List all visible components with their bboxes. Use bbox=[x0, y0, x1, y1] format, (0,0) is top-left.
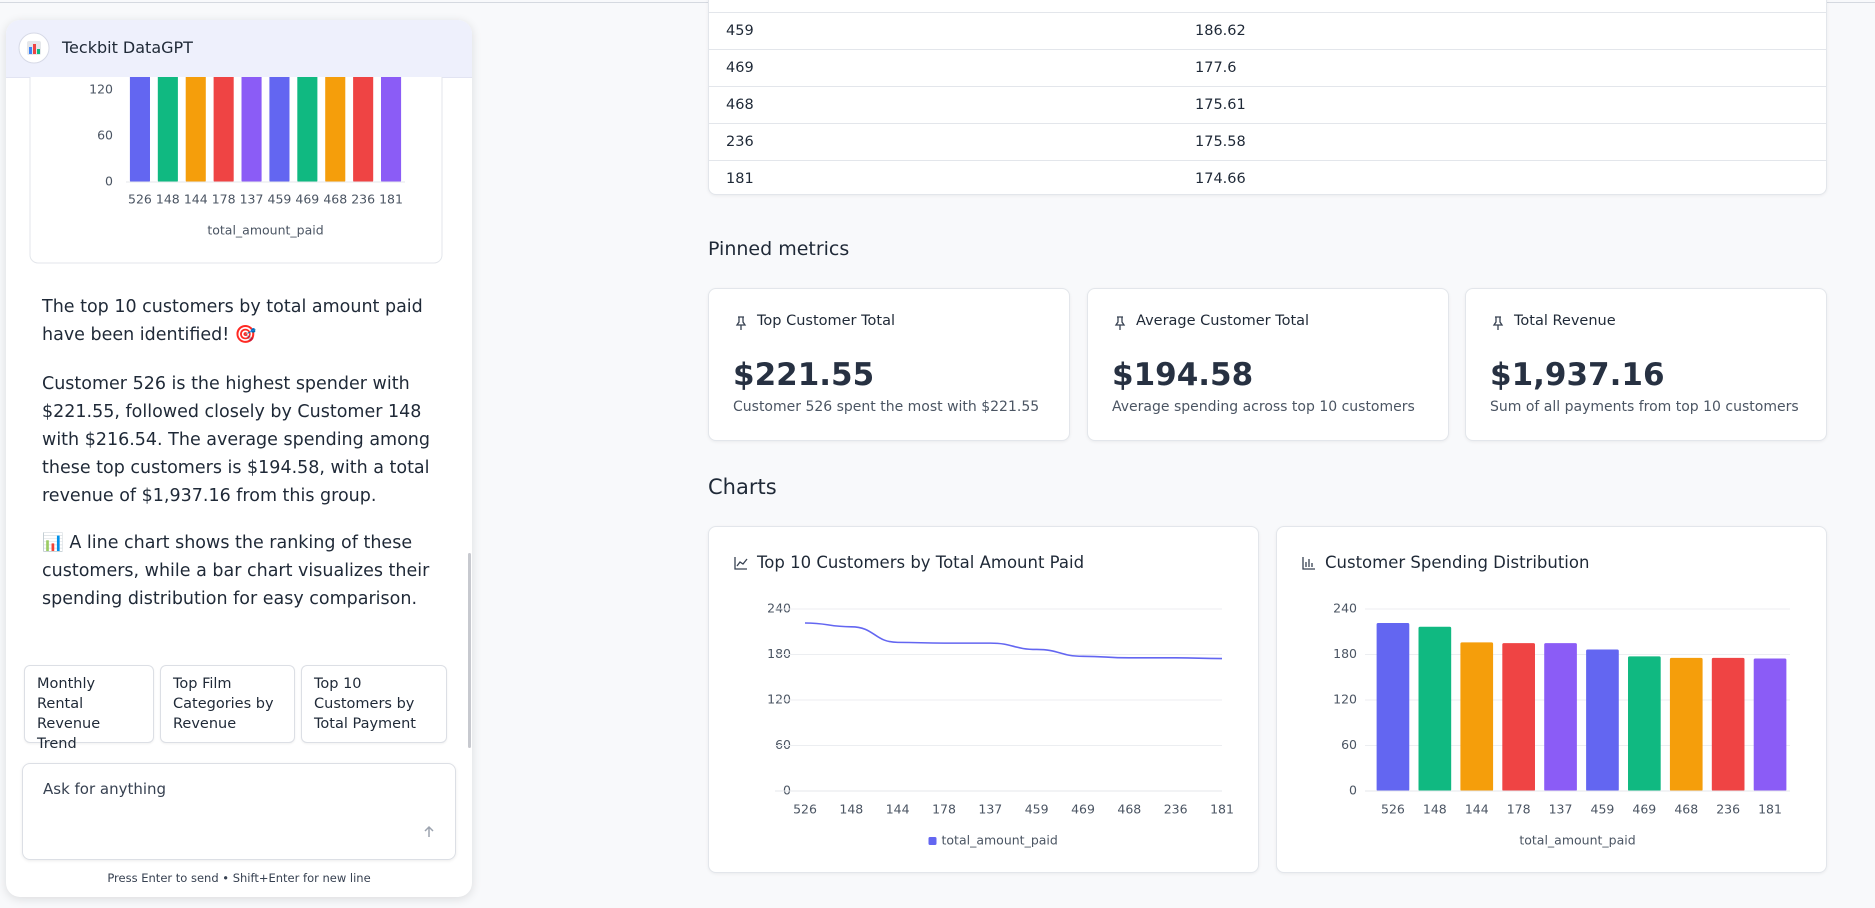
metric-title: Average Customer Total bbox=[1136, 313, 1310, 329]
pin-icon bbox=[1492, 316, 1504, 330]
bar bbox=[213, 77, 234, 182]
metric-value: $194.58 bbox=[1112, 357, 1254, 393]
metric-description: Average spending across top 10 customers bbox=[1112, 399, 1415, 415]
chat-input[interactable]: Ask for anything bbox=[22, 763, 456, 860]
x-tick-label: 236 bbox=[351, 192, 375, 207]
x-axis-label: total_amount_paid bbox=[207, 223, 323, 238]
chat-messages: 0 60 120 526 148 144 178 137 459 469 468 236 181 tota… bbox=[6, 77, 472, 667]
y-tick-label: 0 bbox=[105, 174, 113, 189]
table-cell: 181 bbox=[726, 171, 754, 187]
message-text: 📊 A line chart shows the ranking of thes… bbox=[42, 533, 430, 609]
metric-title: Total Revenue bbox=[1514, 313, 1616, 329]
bar bbox=[129, 77, 150, 182]
chart-card: Top 10 Customers by Total Amount Paid bbox=[708, 526, 1259, 873]
input-hint: Press Enter to send • Shift+Enter for ne… bbox=[107, 871, 371, 885]
bar bbox=[325, 77, 346, 182]
table-row: 469 177.6 bbox=[709, 49, 1826, 87]
chart-icon bbox=[1302, 557, 1315, 570]
data-table: 459 186.62 469 177.6 468 175.61 236 175.58 181 17… bbox=[708, 0, 1827, 195]
x-tick-label: 526 bbox=[128, 192, 152, 207]
bar bbox=[353, 77, 374, 182]
x-tick-label: 144 bbox=[184, 192, 208, 207]
pin-icon bbox=[735, 316, 747, 330]
metric-card: Top Customer Total $221.55 Customer 526 … bbox=[708, 288, 1070, 441]
metric-description: Customer 526 spent the most with $221.55 bbox=[733, 399, 1040, 415]
table-row: 181 174.66 bbox=[709, 160, 1826, 194]
table-row: 236 175.58 bbox=[709, 123, 1826, 161]
table-cell: 459 bbox=[726, 23, 754, 39]
table-cell: 175.61 bbox=[1195, 97, 1246, 113]
send-button[interactable] bbox=[421, 824, 437, 840]
suggestion-button[interactable]: Top Film Categories by Revenue bbox=[160, 665, 295, 743]
bar bbox=[269, 77, 290, 182]
chart-card: Customer Spending Distribution bbox=[1276, 526, 1827, 873]
table-cell: 468 bbox=[726, 97, 754, 113]
pin-icon bbox=[1114, 316, 1126, 330]
section-heading: Pinned metrics bbox=[708, 238, 850, 260]
y-tick-label: 60 bbox=[97, 128, 113, 143]
message-text: The top 10 customers by total amount pai… bbox=[42, 297, 423, 345]
x-tick-label: 469 bbox=[295, 192, 319, 207]
table-cell: 469 bbox=[726, 60, 754, 76]
y-tick-label: 120 bbox=[89, 82, 113, 97]
bar bbox=[241, 77, 262, 182]
metric-title: Top Customer Total bbox=[757, 313, 895, 329]
chart-title: Top 10 Customers by Total Amount Paid bbox=[757, 553, 1085, 572]
chart-title: Customer Spending Distribution bbox=[1325, 553, 1590, 572]
suggestion-button[interactable]: Monthly Rental Revenue Trend bbox=[24, 665, 154, 752]
section-heading: Charts bbox=[708, 475, 777, 499]
x-tick-label: 459 bbox=[268, 192, 292, 207]
x-tick-label: 148 bbox=[156, 192, 180, 207]
bar bbox=[297, 77, 318, 182]
metric-card: Total Revenue $1,937.16 Sum of all payme… bbox=[1465, 288, 1827, 441]
x-tick-label: 181 bbox=[379, 192, 403, 207]
app-logo bbox=[18, 32, 50, 64]
x-tick-label: 178 bbox=[212, 192, 236, 207]
scrollbar bbox=[468, 553, 471, 748]
metric-card: Average Customer Total $194.58 Average s… bbox=[1087, 288, 1449, 441]
metric-value: $221.55 bbox=[733, 357, 875, 393]
bar bbox=[185, 77, 206, 182]
table-cell: 174.66 bbox=[1195, 171, 1246, 187]
chat-sidebar: Teckbit DataGPT 0 60 120 526 148 144 178 137 459… bbox=[6, 20, 472, 897]
chart-icon bbox=[734, 557, 748, 570]
table-cell: 236 bbox=[726, 134, 754, 150]
bar bbox=[381, 77, 402, 182]
table-cell: 175.58 bbox=[1195, 134, 1246, 150]
suggestion-button[interactable]: Top 10 Customers by Total Payment bbox=[301, 665, 447, 743]
table-row: 468 175.61 bbox=[709, 86, 1826, 124]
table-cell: 186.62 bbox=[1195, 23, 1246, 39]
message-text: Customer 526 is the highest spender with… bbox=[42, 374, 430, 506]
table-cell: 177.6 bbox=[1195, 60, 1237, 76]
sidebar-header: Teckbit DataGPT bbox=[6, 20, 472, 78]
x-tick-label: 137 bbox=[240, 192, 264, 207]
app-title: Teckbit DataGPT bbox=[62, 38, 193, 57]
input-placeholder: Ask for anything bbox=[43, 780, 167, 798]
metric-description: Sum of all payments from top 10 customer… bbox=[1490, 399, 1799, 415]
metric-value: $1,937.16 bbox=[1490, 357, 1665, 393]
bar bbox=[157, 77, 178, 182]
x-tick-label: 468 bbox=[323, 192, 347, 207]
table-row: 459 186.62 bbox=[709, 12, 1826, 50]
message-chart: 0 60 120 526 148 144 178 137 459 469 468 236 181 tota… bbox=[29, 77, 443, 264]
